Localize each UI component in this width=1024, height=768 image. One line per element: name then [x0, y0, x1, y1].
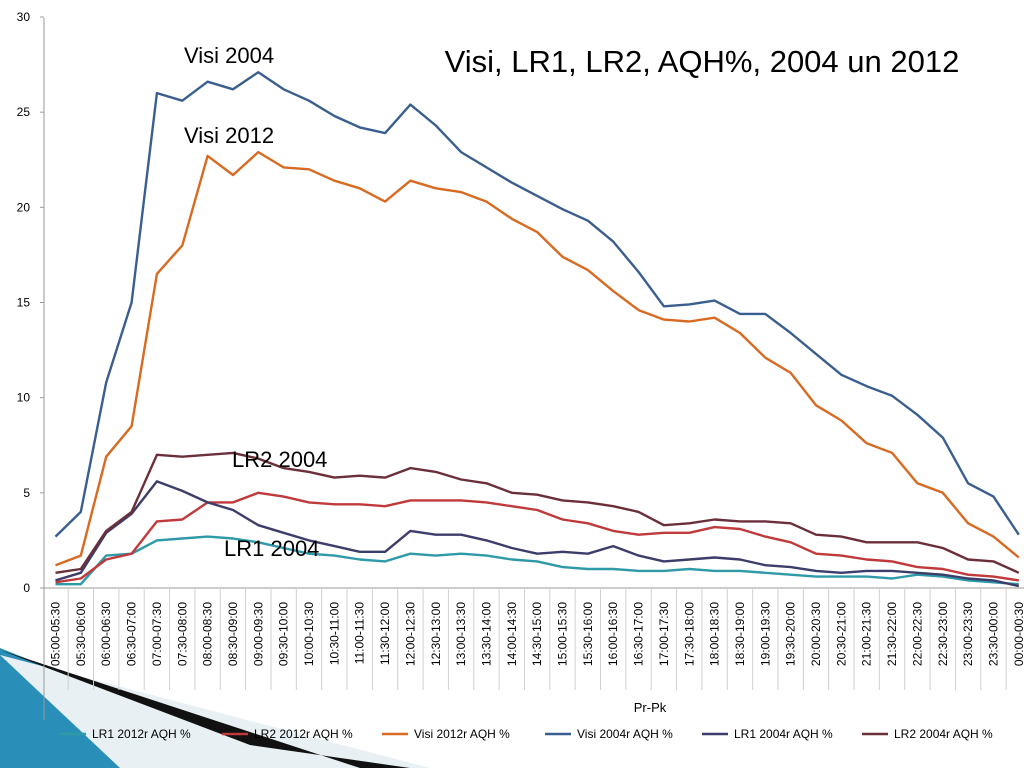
- y-tick-label: 0: [23, 581, 30, 595]
- x-tick-label: 08:00-08:30: [201, 602, 215, 666]
- x-tick-label: 16:00-16:30: [606, 602, 620, 666]
- series-lines: [54, 70, 1020, 588]
- legend-label: Visi 2012r AQH %: [414, 727, 510, 741]
- y-tick-label: 25: [17, 105, 31, 119]
- x-tick-label: 16:30-17:00: [632, 602, 646, 666]
- x-tick-label: 21:30-22:00: [885, 602, 899, 666]
- x-tick-label: 22:00-22:30: [910, 602, 924, 666]
- annotation-lr1-2004: LR1 2004: [224, 536, 319, 561]
- chart-title: Visi, LR1, LR2, AQH%, 2004 un 2012: [445, 44, 960, 79]
- x-tick-label: 00:00-00:30: [1012, 602, 1024, 666]
- x-tick-label: 23:30-00:00: [986, 602, 1000, 666]
- x-tick-label: 06:30-07:00: [125, 602, 139, 666]
- x-tick-label: 05:30-06:00: [74, 602, 88, 666]
- legend-label: LR2 2012r AQH %: [254, 727, 353, 741]
- slide-decoration-light-wedge: [0, 655, 430, 768]
- series-line-4: [54, 70, 1020, 538]
- x-tick-label: 13:00-13:30: [454, 602, 468, 666]
- x-tick-label: 19:30-20:00: [784, 602, 798, 666]
- x-tick-label: 09:30-10:00: [277, 602, 291, 666]
- annotation-lr2-2004: LR2 2004: [232, 447, 327, 472]
- x-tick-label: 11:00-11:30: [353, 602, 367, 665]
- x-tick-label: 15:00-15:30: [556, 602, 570, 666]
- x-tick-label: 14:00-14:30: [505, 602, 519, 666]
- series-line-5: [55, 480, 1020, 588]
- x-tick-label: 14:30-15:00: [530, 602, 544, 666]
- x-tick-label: 15:30-16:00: [581, 602, 595, 666]
- x-axis-label: Pr-Pk: [634, 700, 667, 715]
- x-tick-label: 17:30-18:00: [682, 602, 696, 666]
- x-tick-label: 23:00-23:30: [961, 602, 975, 666]
- y-tick-label: 5: [23, 486, 30, 500]
- x-tick-label: 07:30-08:00: [175, 602, 189, 666]
- x-tick-label: 19:00-19:30: [758, 602, 772, 666]
- x-tick-label: 21:00-21:30: [860, 602, 874, 666]
- y-tick-label: 15: [17, 296, 31, 310]
- x-tick-label: 05:00-05:30: [49, 602, 63, 666]
- legend-label: Visi 2004r AQH %: [577, 727, 673, 741]
- y-tick-label: 10: [17, 391, 31, 405]
- x-tick-label: 09:00-09:30: [251, 602, 265, 666]
- x-tick-label: 07:00-07:30: [150, 602, 164, 666]
- x-tick-label: 18:00-18:30: [708, 602, 722, 666]
- x-tick-label: 12:00-12:30: [403, 602, 417, 666]
- x-tick-label: 10:00-10:30: [302, 602, 316, 666]
- legend-label: LR1 2012r AQH %: [92, 727, 191, 741]
- x-tick-label: 06:00-06:30: [99, 602, 113, 666]
- x-tick-label: 22:30-23:00: [936, 602, 950, 666]
- legend: LR1 2012r AQH % LR2 2012r AQH % Visi 2012r…: [60, 727, 993, 741]
- x-tick-label: 18:30-19:00: [733, 602, 747, 666]
- x-tick-label: 13:30-14:00: [479, 602, 493, 666]
- x-tick-labels: 05:00-05:30 05:30-06:00 06:00-06:30 06:30-0…: [49, 588, 1024, 690]
- x-tick-label: 20:30-21:00: [834, 602, 848, 666]
- series-line-6: [55, 451, 1020, 574]
- x-tick-label: 11:30-12:00: [378, 602, 392, 665]
- legend-label: LR2 2004r AQH %: [894, 727, 993, 741]
- y-tick-label: 30: [17, 10, 31, 24]
- x-tick-label: 08:30-09:00: [226, 602, 240, 666]
- y-tick-label: 20: [17, 200, 31, 214]
- annotation-visi-2012: Visi 2012: [184, 123, 274, 148]
- x-tick-label: 17:00-17:30: [657, 602, 671, 666]
- x-tick-label: 20:00-20:30: [809, 602, 823, 666]
- series-line-1: [55, 535, 1019, 586]
- annotation-visi-2004: Visi 2004: [184, 43, 274, 68]
- x-tick-label: 12:30-13:00: [429, 602, 443, 666]
- series-line-3: [55, 150, 1020, 567]
- series-line-2: [55, 491, 1019, 584]
- slide-decoration: [0, 648, 430, 768]
- y-tick-labels: 0 5 10 15 20 25 30: [17, 10, 44, 595]
- legend-label: LR1 2004r AQH %: [734, 727, 833, 741]
- x-tick-label: 10:30-11:00: [327, 602, 341, 665]
